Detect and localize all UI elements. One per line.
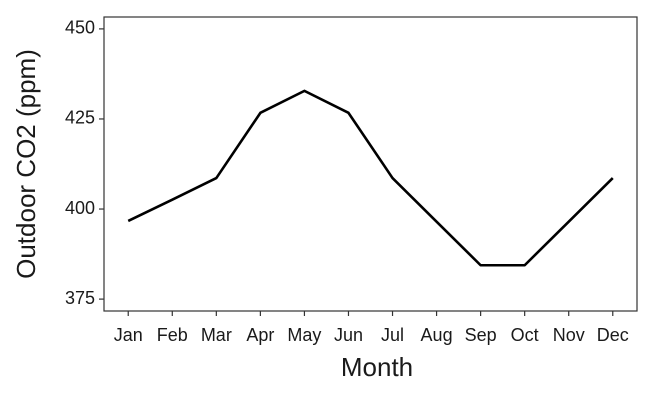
plot-panel	[103, 16, 638, 312]
x-tick-label: Aug	[421, 325, 453, 345]
y-tick-label: 400	[65, 198, 95, 218]
x-tick-label: Feb	[157, 325, 188, 345]
x-tick-label: Jan	[114, 325, 143, 345]
line	[127, 89, 614, 267]
x-tick-label: Nov	[553, 325, 585, 345]
x-tick-label: May	[287, 325, 321, 345]
y-axis-title: Outdoor CO2 (ppm)	[11, 49, 41, 279]
x-tick-label: Jul	[381, 325, 404, 345]
x-tick-label: Sep	[465, 325, 497, 345]
y-tick-label: 425	[65, 108, 95, 128]
y-tick-label: 450	[65, 18, 95, 38]
x-tick-label: Oct	[511, 325, 539, 345]
y-tick-label: 375	[65, 288, 95, 308]
x-tick-label: Mar	[201, 325, 232, 345]
x-axis-title: Month	[341, 352, 413, 382]
x-tick-label: Jun	[334, 325, 363, 345]
x-tick-label: Dec	[597, 325, 629, 345]
x-tick-label: Apr	[246, 325, 274, 345]
